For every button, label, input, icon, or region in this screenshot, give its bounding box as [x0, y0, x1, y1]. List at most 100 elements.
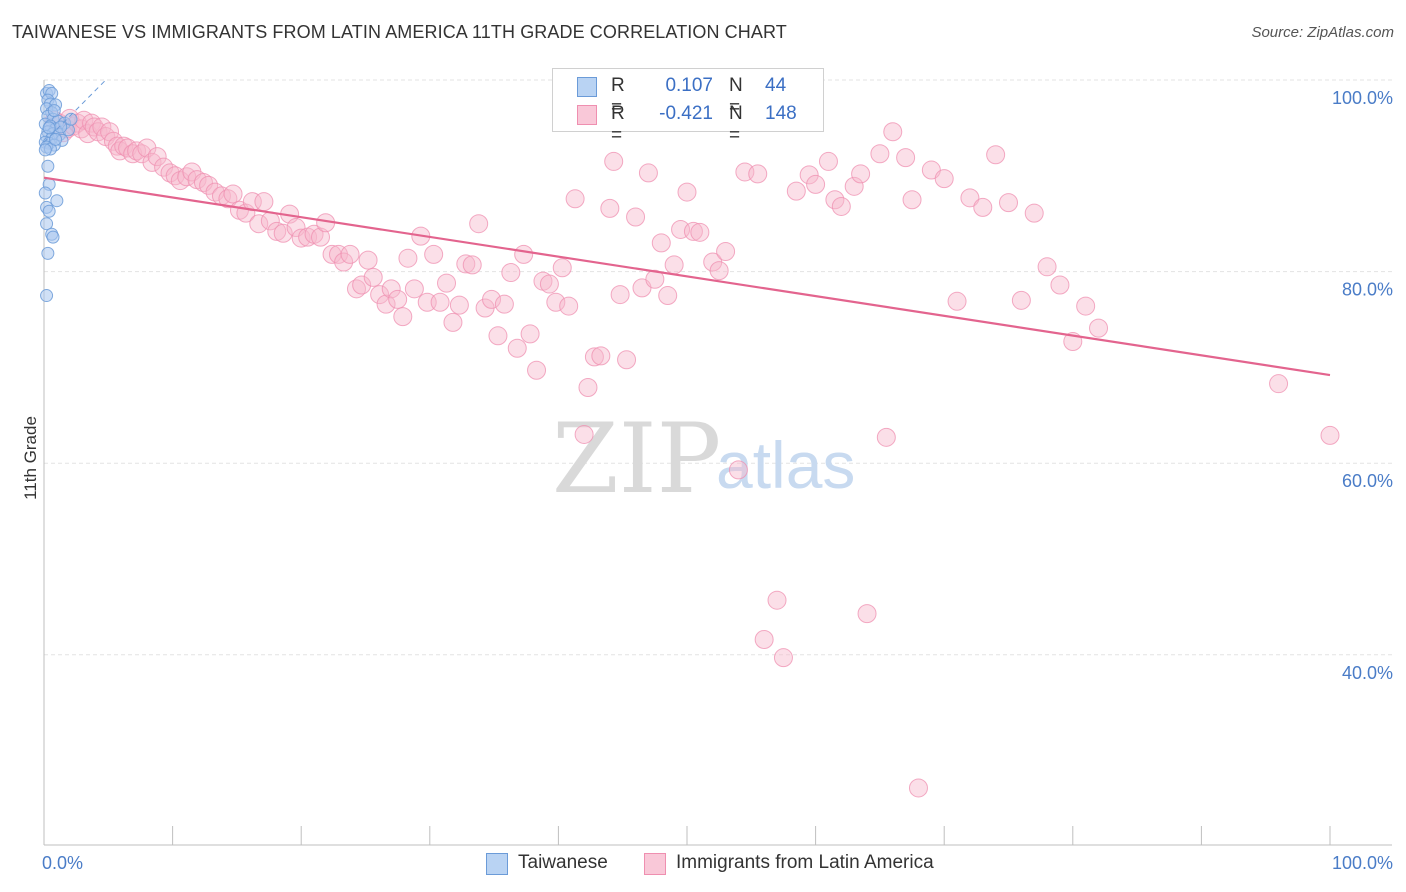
latin-america-point [469, 214, 489, 234]
y-tick-labels: 100.0% 80.0% 60.0% 40.0% [1332, 88, 1393, 683]
latin-america-point [539, 274, 559, 294]
latin-america-point [1269, 374, 1289, 394]
latin-america-point [291, 228, 311, 248]
latin-america-point [507, 338, 527, 358]
latin-america-point [552, 258, 572, 278]
latin-america-point [578, 378, 598, 398]
taiwanese-legend-label: Taiwanese [518, 852, 608, 873]
latin-america-point [947, 291, 967, 311]
legend-n-value: 44 [765, 75, 787, 96]
latin-america-point [388, 289, 408, 309]
taiwanese-point [49, 132, 63, 146]
latin-america-point [638, 163, 658, 183]
legend-n-label: N = [729, 75, 743, 118]
latin-america-point [273, 223, 293, 243]
stats-legend: R = 0.107 N = 44 R = -0.421 N = 148 [552, 68, 824, 146]
watermark-atlas: atlas [716, 428, 855, 502]
source-note: Source: ZipAtlas.com [1251, 24, 1394, 41]
latin-america-point [818, 151, 838, 171]
latin-america-point [494, 294, 514, 314]
latin-america-point [393, 307, 413, 327]
latin-america-point [896, 148, 916, 168]
latin-america-point [310, 227, 330, 247]
taiwanese-point [42, 121, 56, 135]
legend-n-value: 148 [765, 103, 797, 124]
latin-america-point [960, 188, 980, 208]
latin-america-point [857, 604, 877, 624]
latin-america-point [773, 648, 793, 668]
latin-america-point [651, 233, 671, 253]
latin-america-point [1024, 203, 1044, 223]
latin-america-point [908, 778, 928, 798]
latin-america-point [443, 312, 463, 332]
legend-n-label: N = [729, 103, 743, 146]
latin-america-point [381, 279, 401, 299]
taiwanese-legend-swatch [486, 853, 508, 875]
taiwanese-point [38, 186, 52, 200]
watermark-zip: ZIP [552, 403, 721, 515]
latin-america-point [999, 193, 1018, 213]
latin-america-point [806, 174, 826, 194]
latin-america-point [617, 350, 637, 370]
latin-america-point [677, 182, 697, 202]
latin-america-point [831, 196, 851, 216]
trend-lines [43, 79, 1331, 377]
latin-america-point [664, 255, 684, 275]
legend-r-label: R = [611, 103, 625, 146]
latin-america-point [254, 192, 274, 212]
y-tick-label: 100.0% [1332, 88, 1393, 108]
y-tick-label: 60.0% [1342, 471, 1393, 491]
latin-america-point [767, 590, 787, 610]
latin-america-point [404, 279, 424, 299]
latin-america-point [527, 360, 547, 380]
taiwanese-point [54, 120, 68, 134]
taiwanese-point [50, 194, 64, 208]
latin-america-point [565, 189, 585, 209]
latin-america-point [482, 289, 502, 309]
latin-america-point [1037, 257, 1057, 277]
taiwanese-point [40, 217, 54, 231]
taiwanese-point [64, 112, 78, 126]
axes [43, 80, 1392, 846]
latin-america-point [728, 460, 748, 480]
chart-title: TAIWANESE VS IMMIGRANTS FROM LATIN AMERI… [12, 22, 787, 42]
latin-america-point [352, 275, 372, 295]
latin-america-point [424, 244, 444, 264]
latin-america-point [604, 151, 624, 171]
legend-r-value: -0.421 [659, 103, 713, 124]
latin-america-point [600, 198, 620, 218]
x-tick-label: 100.0% [1332, 853, 1393, 873]
latin-america-point [370, 285, 390, 305]
latin-america-point [363, 267, 383, 287]
latin-america-point [267, 221, 287, 241]
latin-america-point [546, 292, 566, 312]
latin-america-point [986, 145, 1006, 165]
latin-america-point [430, 292, 450, 312]
latin-america-point [1320, 425, 1340, 445]
latin-america-point [883, 122, 903, 142]
latin-america-point [584, 347, 604, 367]
latin-america-point [574, 424, 594, 444]
taiwanese-point [40, 289, 54, 303]
latin-america-point [449, 295, 469, 315]
taiwanese-point [46, 230, 60, 244]
latin-america-point [902, 190, 922, 210]
latin-america-point [934, 169, 954, 189]
taiwanese-point [41, 246, 55, 260]
latin-america-point [1050, 275, 1070, 295]
latin-america-point [147, 147, 167, 167]
latin-america-point [514, 244, 534, 264]
latin-america-point [1011, 290, 1031, 310]
latin-america-point [876, 427, 896, 447]
latin-america-point [520, 324, 540, 344]
latin-america-point [346, 279, 366, 299]
latin-america-point [658, 286, 678, 306]
taiwanese-swatch [577, 77, 597, 97]
latin-america-point [340, 244, 360, 264]
y-tick-label: 40.0% [1342, 663, 1393, 683]
latin-america-point [709, 261, 729, 281]
latin-america-point [683, 221, 703, 241]
latin-america-point [799, 165, 819, 185]
latin-america-point [1076, 296, 1096, 316]
